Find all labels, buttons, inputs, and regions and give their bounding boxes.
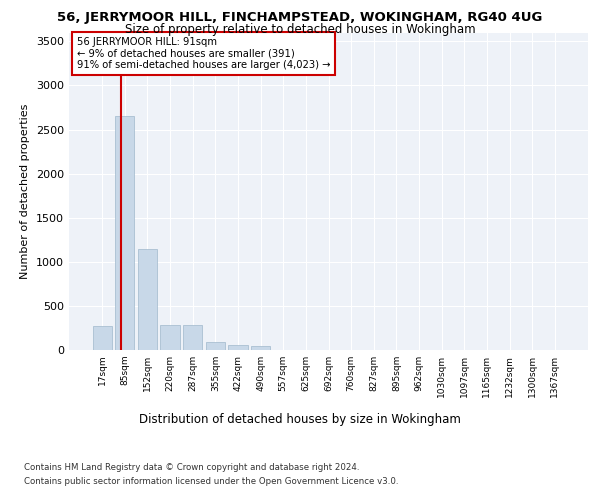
- Y-axis label: Number of detached properties: Number of detached properties: [20, 104, 31, 279]
- Bar: [92, 326, 112, 350]
- Bar: [183, 325, 202, 350]
- Text: Contains public sector information licensed under the Open Government Licence v3: Contains public sector information licen…: [24, 478, 398, 486]
- Text: Distribution of detached houses by size in Wokingham: Distribution of detached houses by size …: [139, 412, 461, 426]
- Text: Size of property relative to detached houses in Wokingham: Size of property relative to detached ho…: [125, 22, 475, 36]
- Bar: [160, 325, 180, 350]
- Text: Contains HM Land Registry data © Crown copyright and database right 2024.: Contains HM Land Registry data © Crown c…: [24, 462, 359, 471]
- Bar: [229, 345, 248, 350]
- Bar: [251, 346, 270, 350]
- Bar: [206, 342, 225, 350]
- Text: 56 JERRYMOOR HILL: 91sqm
← 9% of detached houses are smaller (391)
91% of semi-d: 56 JERRYMOOR HILL: 91sqm ← 9% of detache…: [77, 38, 330, 70]
- Bar: [115, 116, 134, 350]
- Bar: [138, 248, 157, 350]
- Text: 56, JERRYMOOR HILL, FINCHAMPSTEAD, WOKINGHAM, RG40 4UG: 56, JERRYMOOR HILL, FINCHAMPSTEAD, WOKIN…: [58, 11, 542, 24]
